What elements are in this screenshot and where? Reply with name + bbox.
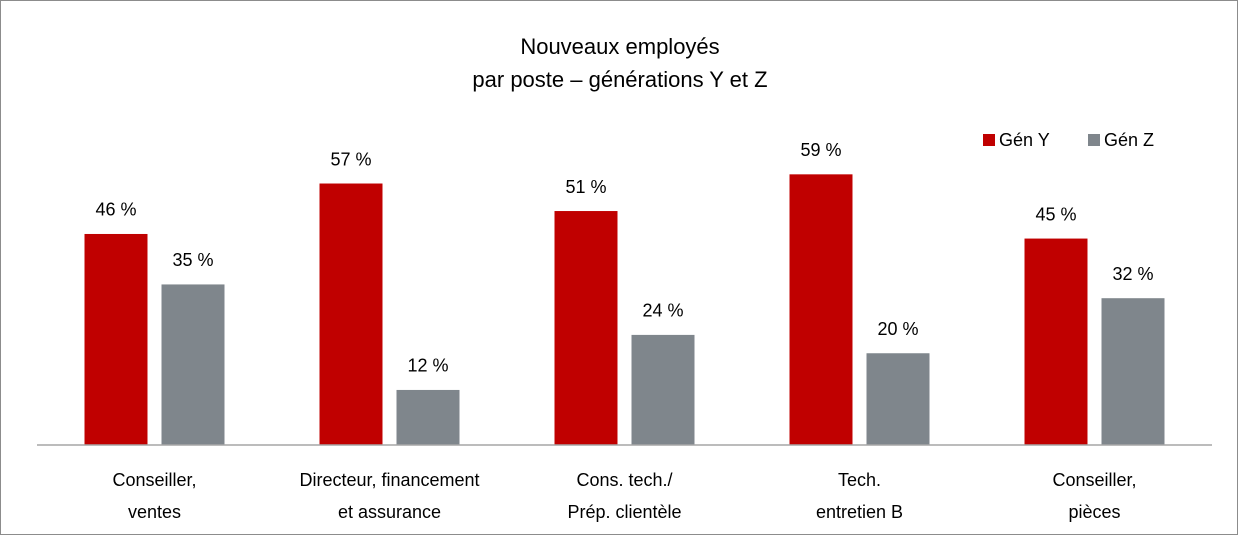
legend-label: Gén Z (1104, 130, 1154, 150)
bar (789, 174, 853, 445)
data-label: 20 % (877, 319, 918, 339)
x-tick-label: entretien B (816, 502, 903, 522)
data-label: 32 % (1112, 264, 1153, 284)
data-label: 57 % (330, 149, 371, 169)
bar (554, 211, 618, 445)
chart-title: Nouveaux employés (520, 34, 719, 59)
data-label: 46 % (95, 200, 136, 220)
chart-title: par poste – générations Y et Z (472, 67, 767, 92)
legend-swatch (983, 134, 995, 146)
data-label: 51 % (565, 177, 606, 197)
bar (1101, 298, 1165, 445)
x-tick-label: Cons. tech./ (576, 470, 672, 490)
legend-swatch (1088, 134, 1100, 146)
bar (396, 389, 460, 445)
data-label: 45 % (1035, 204, 1076, 224)
x-tick-label: et assurance (338, 502, 441, 522)
x-tick-label: Prép. clientèle (567, 502, 681, 522)
x-tick-label: Directeur, financement (299, 470, 479, 490)
data-label: 24 % (642, 301, 683, 321)
x-tick-label: ventes (128, 502, 181, 522)
data-label: 35 % (172, 250, 213, 270)
bar (866, 353, 930, 445)
bar (631, 334, 695, 445)
bar (161, 284, 225, 445)
x-tick-label: pièces (1068, 502, 1120, 522)
legend-label: Gén Y (999, 130, 1050, 150)
bar (319, 183, 383, 445)
bar (1024, 238, 1088, 445)
data-label: 59 % (800, 140, 841, 160)
bar (84, 233, 148, 445)
x-tick-label: Tech. (838, 470, 881, 490)
x-tick-label: Conseiller, (1052, 470, 1136, 490)
x-tick-label: Conseiller, (112, 470, 196, 490)
data-label: 12 % (407, 356, 448, 376)
